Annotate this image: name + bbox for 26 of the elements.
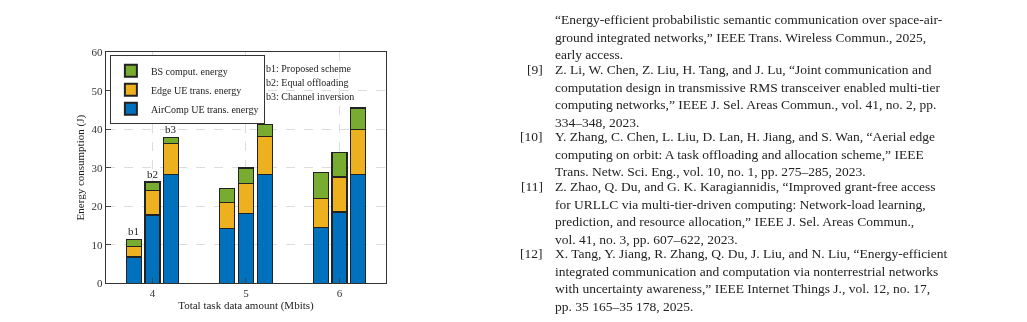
annotation: b3 (165, 123, 177, 135)
text: [12] X. Tang, Y. Jiang, R. Zhang, Q. Du, J. Liu, and N. Liu, “Energy-efficient integrated communication and computation via nonterrestrial networks with uncertainty awareness,” IEEE Internet Things J., vol. 12, no. 17, pp. 35 165–35 178, 2025. (520, 246, 948, 314)
x-tick-label: 4 (149, 287, 156, 300)
annotation: b2 (147, 168, 158, 180)
text: [11] Z. Zhao, Q. Du, and G. K. Karagiannidis, “Improved grant-free access for URLLC via multi-tier-driven computing: Network-load learning, prediction, and resource allocation,” IEEE J. Sel. Areas Commun., vol. 41, no. 3, pp. 607–622, 2023. (521, 179, 936, 247)
annotation: b2: Equal offloading (266, 77, 349, 88)
annotation: b1: Proposed scheme (266, 63, 352, 74)
legend-label: AirComp UE trans. energy (150, 103, 259, 115)
y-axis-title: Energy consumption (J) (74, 114, 88, 221)
legend-label: Edge UE trans. energy (150, 84, 242, 96)
x-axis-title: Total task data amount (Mbits) (178, 299, 315, 313)
x-tick-label: 6 (336, 287, 343, 300)
y-tick-label: 50 (91, 84, 104, 97)
y-tick-label: 40 (91, 123, 104, 136)
text: [10] Y. Zhang, C. Chen, L. Liu, D. Lan, H. Jiang, and S. Wan, “Aerial edge computing on orbit: A task offloading and allocation scheme,” IEEE Trans. Netw. Sci. Eng., vol. 10, no. 1, pp. 275–285, 2023. (520, 129, 936, 180)
y-tick-label: 10 (91, 238, 104, 251)
annotation: b3: Channel inversion (266, 91, 355, 102)
y-tick-label: 20 (91, 200, 104, 213)
y-tick-label: 30 (91, 161, 104, 174)
text: [9] Z. Li, W. Chen, Z. Liu, H. Tang, and J. Lu, “Joint communication and computation design in transmissive RMS transceiver enabled multi-tier computing networks,” IEEE J. Sel. Areas Commun., vol. 41, no. 2, pp. 334–348, 2023. (527, 62, 941, 130)
y-tick-label: 0 (97, 276, 104, 289)
legend-label: BS comput. energy (150, 65, 228, 77)
annotation: b1 (128, 225, 139, 237)
text: “Energy-efficient probabilistic semantic communication over space-air- ground integrated networks,” IEEE Trans. Wireless Commun., 2025, early access. (555, 12, 943, 63)
x-tick-label: 5 (243, 287, 250, 300)
y-tick-label: 60 (91, 46, 104, 59)
